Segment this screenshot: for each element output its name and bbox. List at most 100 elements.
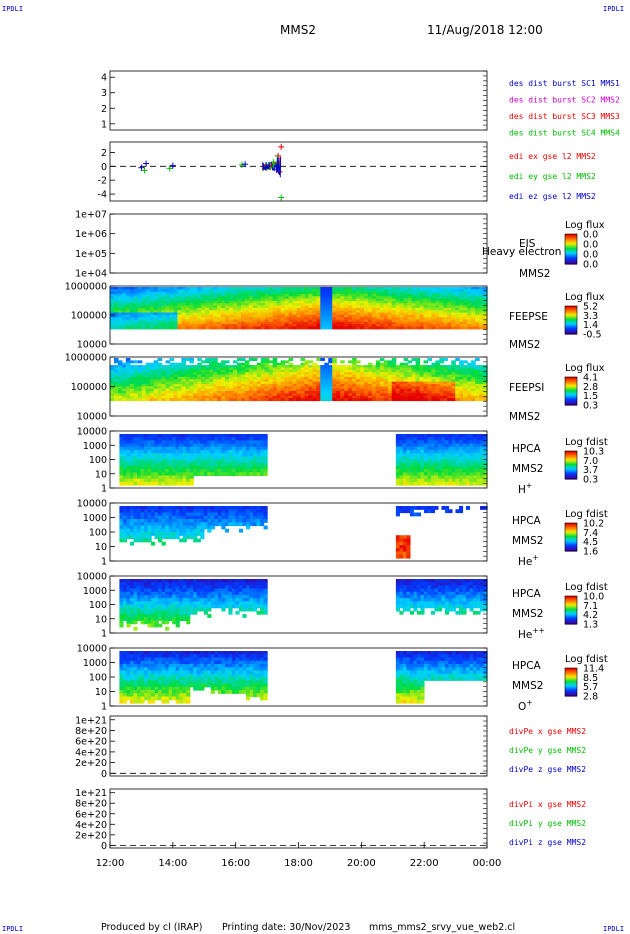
feepsi-colorbar-tick: 2.8 <box>583 382 598 393</box>
divpe-ytick-label: 6e+20 <box>75 737 107 748</box>
hpca_hepp-colorbar-tick: 1.3 <box>583 620 598 631</box>
hpca_hepp-spacecraft: MMS2 <box>512 608 543 620</box>
burst-legend-3: des dist burst SC4 MMS4 <box>509 129 620 138</box>
divpi-legend-0: divPi x gse MMS2 <box>509 800 586 809</box>
hpca_h-colorbar-title: Log fdist <box>565 437 608 448</box>
divpe-legend-2: divPe z gse MMS2 <box>509 765 586 774</box>
panel-hpca_hepp: 10000 1000 100 10 1 HPCA MMS2 He++ Log fdist10.0… <box>77 572 608 642</box>
hpca_h-spectrogram <box>119 434 488 486</box>
feepse-ytick-label: 1000000 <box>65 282 107 293</box>
eis-instrument: EIS <box>519 238 536 250</box>
edi-frame <box>109 141 488 202</box>
eis-overlay-text: Heavy electron to <box>482 246 575 258</box>
edi-ytick-label: 0 <box>101 162 107 173</box>
date-title: 11/Aug/2018 12:00 <box>427 23 543 37</box>
hpca_hepp-spectrogram <box>119 579 488 631</box>
edi-ytick-label: 2 <box>101 148 107 159</box>
divpe-ytick-label: 8e+20 <box>75 726 107 737</box>
hpca_he-ytick-label: 1000 <box>83 513 107 524</box>
feepsi-ytick-label: 1000000 <box>65 353 107 364</box>
divpi-frame <box>109 788 488 849</box>
edi-legend-2: edi ez gse l2 MMS2 <box>509 192 596 201</box>
hpca_hepp-instrument: HPCA <box>512 588 542 600</box>
edi-point-0-1 <box>275 152 282 159</box>
eis-spacecraft: MMS2 <box>519 268 550 280</box>
eis-colorbar-tick: 0.0 <box>583 250 598 261</box>
burst-ytick-label: 3 <box>101 88 107 99</box>
burst-frame <box>109 70 488 131</box>
hpca_o-ytick-label: 1 <box>101 702 107 713</box>
eis-colorbar-title: Log flux <box>565 220 605 231</box>
hpca_o-colorbar-tick: 2.8 <box>583 692 598 703</box>
footer-script-name: mms_mms2_srvy_vue_web2.cl <box>369 922 515 933</box>
hpca_o-ytick-label: 1000 <box>83 658 107 669</box>
burst-ytick-label: 2 <box>101 104 107 115</box>
edi-point-1-1 <box>166 165 173 172</box>
time-tick-label: 22:00 <box>410 858 439 869</box>
feepsi-colorbar <box>564 376 578 406</box>
divpi-ytick-label: 2e+20 <box>75 830 107 841</box>
edi-point-2-1 <box>143 160 150 167</box>
panel-hpca_h: 10000 1000 100 10 1 HPCA MMS2 H+ Log fdist10.37.… <box>77 427 608 497</box>
burst-ytick-label: 4 <box>101 73 107 84</box>
feepsi-colorbar-tick: 0.3 <box>583 401 598 412</box>
burst-legend-0: des dist burst SC1 MMS1 <box>509 79 620 88</box>
edi-point-2-0 <box>138 164 145 171</box>
edi-legend-0: edi ex gse l2 MMS2 <box>509 152 596 161</box>
hpca_h-colorbar-tick: 3.7 <box>583 465 598 476</box>
divpe-ytick-label: 4e+20 <box>75 747 107 758</box>
edi-point-2-2 <box>169 162 176 169</box>
feepsi-colorbar-tick: 4.1 <box>583 373 598 384</box>
edi-point-0-3 <box>278 143 285 150</box>
time-tick-label: 14:00 <box>158 858 187 869</box>
feepse-colorbar-tick: 3.3 <box>583 311 598 322</box>
hpca_hepp-ytick-label: 10 <box>95 614 107 625</box>
feepse-colorbar <box>564 305 578 335</box>
hpca_he-ytick-label: 1 <box>101 557 107 568</box>
corner-label-bottom-left: IPDLI <box>2 925 23 933</box>
hpca_hepp-colorbar-title: Log fdist <box>565 582 608 593</box>
feepse-instrument: FEEPSE <box>509 311 548 323</box>
footer-credit: Produced by cl (IRAP) <box>101 922 202 933</box>
corner-label-top-left: IPDLI <box>2 5 23 13</box>
hpca_hepp-colorbar <box>564 595 578 625</box>
hpca_o-colorbar-title: Log fdist <box>565 654 608 665</box>
hpca_h-species: H+ <box>518 481 532 496</box>
feepse-ytick-label: 10000 <box>77 340 107 351</box>
hpca_o-ytick-label: 10000 <box>77 644 107 655</box>
hpca_he-spectrogram <box>119 506 488 559</box>
hpca_h-instrument: HPCA <box>512 443 542 455</box>
panel-edi: 2 0 -2 -4 edi ex gse l2 MMS2 edi ey gse l2 MM… <box>98 141 596 202</box>
panel-feepsi: 1000000 100000 10000 FEEPSI MMS2 Log flux4.12… <box>65 353 605 424</box>
hpca_o-ytick-label: 100 <box>89 673 107 684</box>
hpca_he-colorbar-tick: 4.5 <box>583 537 598 548</box>
hpca_o-ytick-label: 10 <box>95 687 107 698</box>
eis-ytick-label: 1e+06 <box>75 229 107 240</box>
eis-ytick-label: 1e+05 <box>75 249 107 260</box>
hpca_o-spacecraft: MMS2 <box>512 680 543 692</box>
hpca_h-colorbar-tick: 10.3 <box>583 447 604 458</box>
hpca_he-species: He+ <box>518 553 539 568</box>
hpca_hepp-colorbar-tick: 7.1 <box>583 601 598 612</box>
feepse-colorbar-title: Log flux <box>565 292 605 303</box>
hpca_he-colorbar-tick: 1.6 <box>583 547 598 558</box>
feepse-ytick-label: 100000 <box>71 311 107 322</box>
eis-colorbar-tick: 0.0 <box>583 240 598 251</box>
edi-point-2-3 <box>242 161 249 168</box>
divpe-ytick-label: 0 <box>101 769 107 780</box>
hpca_he-colorbar <box>564 522 578 552</box>
time-tick-label: 12:00 <box>96 858 125 869</box>
time-tick-label: 20:00 <box>347 858 376 869</box>
panel-feepse: 1000000 100000 10000 FEEPSE MMS2 Log flux5.23… <box>65 282 605 352</box>
hpca_he-colorbar-title: Log fdist <box>565 509 608 520</box>
panels: 1 2 3 4 des dist burst SC1 MMS1 des dist burs… <box>65 70 620 852</box>
hpca_he-ytick-label: 10000 <box>77 499 107 510</box>
feepsi-colorbar-tick: 1.5 <box>583 391 598 402</box>
divpi-ytick-label: 0 <box>101 841 107 852</box>
feepse-spacecraft: MMS2 <box>509 339 540 351</box>
feepsi-instrument: FEEPSI <box>509 382 544 394</box>
eis-colorbar <box>564 233 578 265</box>
divpi-ytick-label: 8e+20 <box>75 799 107 810</box>
eis-frame <box>109 213 488 274</box>
